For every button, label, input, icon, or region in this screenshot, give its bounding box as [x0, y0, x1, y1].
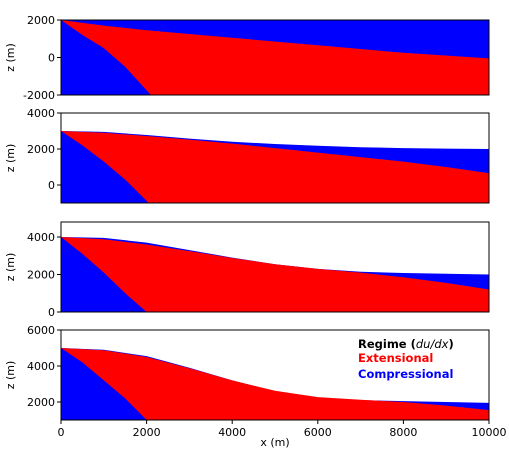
panel-frame	[60, 112, 490, 204]
y-axis-label: z (m)	[4, 253, 17, 282]
y-axis-label: z (m)	[4, 361, 17, 390]
compressional-wedge	[61, 237, 147, 312]
x-tick-label: 0	[58, 426, 65, 439]
legend-title-suffix: )	[448, 337, 453, 351]
extensional-region	[61, 237, 489, 312]
panels: -2000 0 2000 z (m) 0 2000 4000 z (m) 0 2000 4000 z …	[4, 14, 507, 449]
y-axis-label: z (m)	[4, 43, 17, 72]
panel-4: 2000 4000 6000 0 2000 4000 6000 8000 10000 z (m) x…	[4, 324, 507, 449]
extensional-region	[61, 131, 489, 203]
panel-3-plot-area	[61, 237, 489, 312]
y-tick-label: 0	[48, 306, 55, 319]
panel-frame	[60, 329, 490, 421]
y-tick-label: 0	[48, 52, 55, 65]
x-tick-label: 8000	[389, 426, 417, 439]
y-tick-label: -2000	[23, 89, 55, 102]
y-tick-label: 2000	[27, 269, 55, 282]
extensional-region	[61, 348, 489, 420]
panel-2-plot-area	[61, 131, 489, 203]
x-tick-label: 6000	[304, 426, 332, 439]
y-tick-label: 4000	[27, 360, 55, 373]
compressional-wedge	[61, 20, 151, 95]
y-tick-label: 2000	[27, 143, 55, 156]
panel-4-plot-area	[61, 348, 489, 420]
x-tick-label: 2000	[133, 426, 161, 439]
panel-1: -2000 0 2000 z (m)	[4, 14, 490, 102]
y-tick-label: 2000	[27, 396, 55, 409]
panel-3: 0 2000 4000 z (m)	[4, 221, 490, 319]
y-tick-label: 4000	[27, 107, 55, 120]
panel-frame	[60, 221, 490, 313]
compressional-wedge	[61, 131, 149, 203]
x-tick-label: 4000	[218, 426, 246, 439]
legend-title-prefix: Regime (	[358, 337, 416, 351]
x-axis-label: x (m)	[260, 436, 289, 449]
legend: Regime (du/dx) Extensional Compressional	[358, 337, 454, 381]
y-tick-label: 2000	[27, 14, 55, 27]
legend-title-math: du/dx	[416, 337, 449, 351]
y-axis-label: z (m)	[4, 144, 17, 173]
extensional-region	[61, 20, 489, 95]
legend-label-compressional: Compressional	[358, 367, 453, 381]
compressional-wedge	[61, 348, 147, 420]
y-tick-label: 4000	[27, 231, 55, 244]
panel-2: 0 2000 4000 z (m)	[4, 107, 490, 204]
legend-label-extensional: Extensional	[358, 351, 433, 365]
y-tick-label: 6000	[27, 324, 55, 337]
y-tick-label: 0	[48, 179, 55, 192]
legend-title: Regime (du/dx)	[358, 337, 454, 351]
x-tick-label: 10000	[472, 426, 507, 439]
panel-1-plot-area	[61, 20, 489, 95]
